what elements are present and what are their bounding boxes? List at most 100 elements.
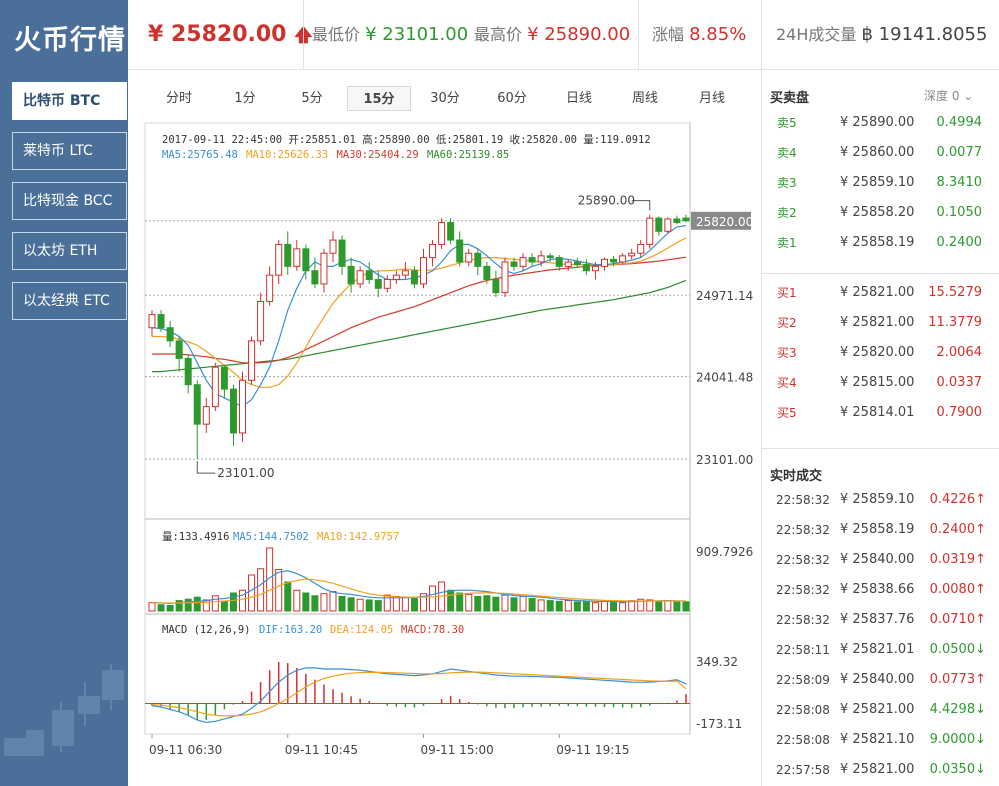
trade-price: ¥ 25840.00 [840, 672, 915, 687]
price-axis-labels: 25820.00 24971.14 24041.48 23101.00 [691, 211, 753, 467]
tab-period-60min[interactable]: 60分 [497, 91, 527, 106]
macd-axis-tick: -173.11 [696, 717, 742, 731]
tab-period-timeline[interactable]: 分时 [165, 91, 192, 106]
depth-select-label: 深度 0 [924, 89, 960, 103]
volume-ma10-line [151, 578, 686, 604]
sidebar-item-bcc[interactable]: 比特现金 BCC [12, 182, 127, 220]
candle [420, 248, 427, 289]
trade-row: 22:58:32 ¥ 25840.00 0.0319↑ [762, 545, 999, 575]
candle [401, 261, 409, 280]
header-divider [761, 0, 762, 70]
candle [501, 257, 509, 298]
candle [257, 292, 265, 346]
candle [347, 257, 355, 293]
depth-select[interactable]: 深度 0 ⌄ [924, 87, 973, 104]
tab-period-week[interactable]: 周线 [631, 91, 658, 106]
extreme-markers: 25890.00 23101.00 [196, 194, 651, 480]
volume-bar [401, 596, 409, 612]
tab-period-30min[interactable]: 30分 [430, 91, 460, 106]
right-panel: 买卖盘 深度 0 ⌄ 卖5 ¥ 25890.00 0.4994 卖4 ¥ 25860.0… [761, 70, 999, 786]
chevron-down-icon: ⌄ [963, 89, 974, 103]
time-axis-labels: 09-11 06:30 09-11 10:45 09-11 15:00 09-11 1… [149, 734, 630, 757]
legend-entry: MA5:144.7502 [233, 531, 309, 543]
volume-bar [619, 602, 627, 612]
trade-row: 22:58:32 ¥ 25837.76 0.0710↑ [762, 605, 999, 635]
candle [302, 244, 310, 280]
ask-row[interactable]: 卖4 ¥ 25860.00 0.0077 [762, 138, 999, 168]
bid-row[interactable]: 买2 ¥ 25821.00 11.3779 [762, 308, 999, 338]
order-qty: 15.5279 [928, 285, 982, 300]
change-value: 8.85% [689, 24, 747, 45]
macd-lines [151, 667, 687, 724]
sidebar-item-ltc[interactable]: 莱特币 LTC [12, 132, 127, 170]
bid-row[interactable]: 买4 ¥ 25815.00 0.0337 [762, 368, 999, 398]
candle [157, 310, 165, 333]
trade-price: ¥ 25859.10 [840, 492, 915, 507]
trade-qty: 0.0080↑ [929, 582, 986, 597]
order-price: ¥ 25858.20 [840, 205, 915, 220]
order-qty: 8.3410 [936, 175, 983, 190]
sidebar-item-eth[interactable]: 以太坊 ETH [12, 232, 127, 270]
order-qty: 0.0077 [936, 145, 983, 160]
ask-row[interactable]: 卖3 ¥ 25859.10 8.3410 [762, 168, 999, 198]
volume-label: 24H成交量 [776, 25, 857, 44]
trade-qty: 0.2400↑ [929, 522, 986, 537]
bid-row[interactable]: 买5 ¥ 25814.01 0.7900 [762, 398, 999, 428]
tab-period-1min[interactable]: 1分 [234, 91, 256, 106]
trade-time: 22:58:32 [776, 523, 830, 537]
candle [365, 261, 373, 284]
max-marker [631, 200, 651, 211]
candle [239, 371, 246, 442]
ask-row[interactable]: 卖5 ¥ 25890.00 0.4994 [762, 108, 999, 138]
trade-time: 22:58:32 [776, 493, 830, 507]
sidebar-item-btc[interactable]: 比特币 BTC [12, 82, 127, 120]
legend-entry: MA10:25626.33 [246, 149, 328, 161]
candle [184, 354, 192, 394]
tab-period-15min[interactable]: 15分 [347, 86, 411, 111]
dea-line [151, 671, 687, 717]
volume-24h: 24H成交量 ฿ 19141.8055 [776, 0, 987, 70]
trade-row: 22:58:32 ¥ 25858.19 0.2400↑ [762, 515, 999, 545]
order-side-label: 卖3 [777, 176, 797, 190]
legend-entry: MA30:25404.29 [337, 149, 419, 161]
trade-price: ¥ 25858.19 [840, 522, 915, 537]
bid-row[interactable]: 买3 ¥ 25820.00 2.0064 [762, 338, 999, 368]
volume-bar [474, 595, 482, 612]
tab-period-day[interactable]: 日线 [565, 91, 592, 106]
order-side-label: 卖2 [777, 206, 797, 220]
last-price-value: ¥ 25820.00 [148, 22, 287, 47]
trades-title: 实时成交 [770, 469, 823, 484]
volume-bar [610, 600, 618, 612]
candle [555, 254, 563, 271]
volume-bar [202, 599, 210, 612]
candle [438, 218, 446, 249]
trade-qty: 0.4226↑ [929, 492, 986, 507]
order-side-label: 买4 [777, 376, 797, 390]
tab-period-5min[interactable]: 5分 [301, 91, 323, 106]
kline-chart[interactable]: 2017-09-11 22:45:00 开:25851.01 高:25890.0… [0, 0, 761, 786]
candle [338, 235, 346, 276]
candle [166, 320, 174, 348]
trade-price: ¥ 25837.76 [840, 612, 915, 627]
change-label: 涨幅 [652, 25, 685, 44]
volume-bar [148, 602, 156, 612]
change-rate: 涨幅 8.85% [652, 0, 746, 70]
volume-bar [664, 600, 672, 612]
sidebar-item-etc[interactable]: 以太经典 ETC [12, 282, 127, 320]
candle [582, 259, 590, 276]
low-value: ¥ 23101.00 [365, 24, 469, 45]
last-price-tag [691, 211, 751, 230]
candle [519, 253, 527, 271]
bid-row[interactable]: 买1 ¥ 25821.00 15.5279 [762, 278, 999, 308]
tab-period-month[interactable]: 月线 [698, 91, 725, 106]
volume-bar [537, 599, 545, 612]
candle [537, 250, 545, 267]
time-axis-tick: 09-11 06:30 [149, 743, 222, 757]
ohlc-info-line: 2017-09-11 22:45:00 开:25851.01 高:25890.0… [162, 133, 651, 146]
order-qty: 0.2400 [936, 235, 983, 250]
ask-row[interactable]: 卖1 ¥ 25858.19 0.2400 [762, 228, 999, 258]
ask-row[interactable]: 卖2 ¥ 25858.20 0.1050 [762, 198, 999, 228]
volume-legend: 量:133.4916 MA5:144.7502 MA10:142.9757 [162, 531, 399, 543]
legend-entry: MA10:142.9757 [317, 531, 399, 543]
volume-axis-tick: 909.7926 [696, 545, 753, 559]
